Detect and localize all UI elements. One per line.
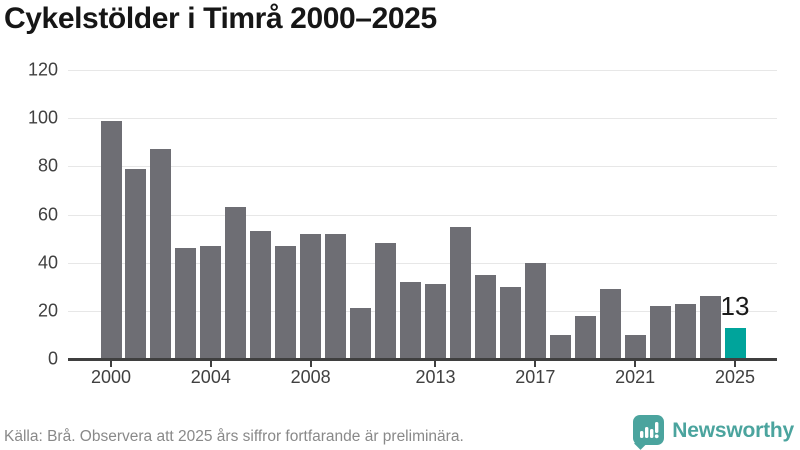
bar-2005	[225, 207, 247, 359]
x-axis-label: 2025	[714, 367, 756, 387]
bar-2010	[350, 308, 372, 359]
grid-line	[68, 310, 777, 312]
highlighted-value-label: 13	[720, 290, 750, 321]
bar-2020	[599, 289, 621, 359]
x-axis-tick	[209, 360, 212, 367]
bar-2017	[524, 262, 546, 359]
bar-2015	[474, 274, 496, 359]
x-axis-tick	[309, 360, 312, 367]
bar-2018	[549, 334, 571, 359]
grid-line	[68, 166, 777, 168]
x-axis-tick	[434, 360, 437, 367]
y-axis-label: 40	[37, 252, 58, 273]
grid-line	[68, 118, 777, 120]
newsworthy-logo: Newsworthy	[633, 415, 794, 450]
bar-2012	[400, 281, 422, 359]
x-axis-label: 2021	[615, 367, 656, 387]
x-axis-label: 2000	[90, 367, 132, 387]
grid-line	[68, 70, 777, 71]
y-axis-label: 100	[27, 107, 58, 128]
x-axis-tick	[734, 360, 736, 367]
y-axis-label: 120	[27, 59, 58, 80]
grid-line	[68, 214, 777, 216]
y-axis-label: 60	[37, 204, 58, 224]
x-axis-label: 2017	[515, 367, 556, 387]
bar-2006	[250, 231, 272, 359]
x-axis-tick	[634, 360, 637, 367]
y-axis-label: 80	[37, 155, 58, 176]
y-axis-label: 0	[47, 348, 58, 369]
logo-bars-glyph	[640, 422, 659, 439]
x-axis-line	[68, 358, 777, 361]
x-axis-tick	[534, 360, 537, 367]
bar-2001	[125, 168, 147, 359]
bar-2016	[499, 286, 521, 359]
grid-line	[68, 262, 777, 264]
bar-2019	[574, 315, 596, 359]
bar-2023	[674, 303, 696, 359]
bar-2002	[150, 149, 172, 359]
bar-2004	[200, 245, 222, 359]
x-axis-label: 2004	[190, 367, 231, 387]
bar-2011	[375, 243, 397, 359]
chart-title: Cykelstölder i Timrå 2000–2025	[4, 2, 437, 35]
bar-2008	[300, 233, 322, 359]
y-axis-label: 20	[37, 300, 58, 321]
x-axis-label: 2013	[415, 367, 456, 387]
bar-chart-bubble-icon	[633, 415, 665, 450]
source-note: Källa: Brå. Observera att 2025 års siffr…	[4, 428, 464, 445]
bar-2013	[424, 284, 446, 359]
bar-2009	[325, 233, 347, 359]
bar-2021	[624, 334, 646, 359]
x-axis-label: 2008	[290, 367, 331, 387]
bar-2007	[275, 245, 297, 359]
newsworthy-logo-text: Newsworthy	[672, 418, 794, 442]
bar-2014	[449, 226, 471, 359]
bar-2022	[649, 306, 671, 359]
bar-2000	[100, 120, 122, 359]
bar-2003	[175, 248, 197, 359]
bar-2025	[724, 327, 746, 359]
bar-2024	[699, 296, 721, 359]
x-axis-tick	[110, 360, 112, 367]
